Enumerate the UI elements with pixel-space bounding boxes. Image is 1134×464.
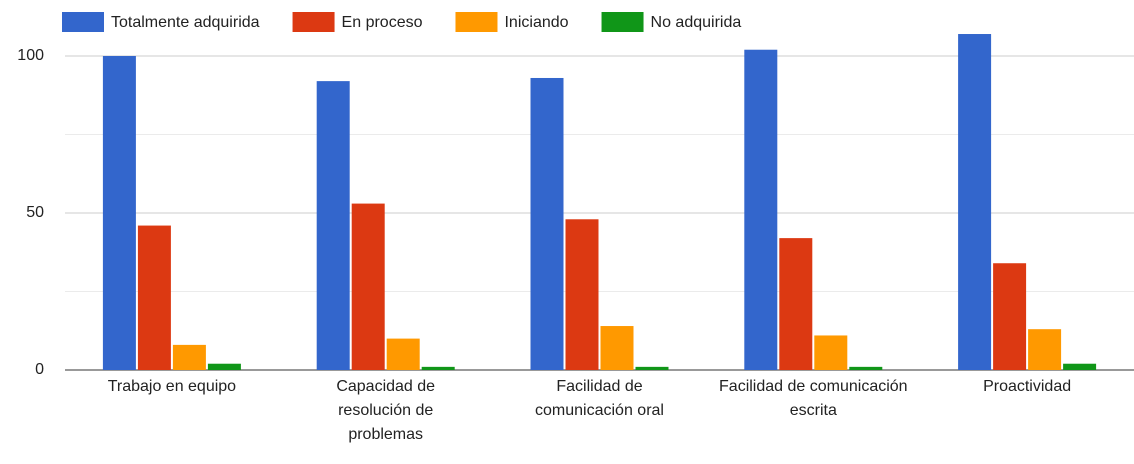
bar <box>316 81 350 371</box>
bar <box>530 77 564 370</box>
legend-swatch <box>62 12 104 32</box>
bar <box>386 338 420 370</box>
bar <box>1063 363 1097 370</box>
y-tick-label: 50 <box>26 204 44 221</box>
legend-swatch <box>455 12 498 32</box>
bar <box>600 326 634 370</box>
bar <box>779 238 813 370</box>
legend-label: Iniciando <box>504 14 568 31</box>
bar <box>744 49 778 370</box>
bar <box>635 366 669 370</box>
bar <box>172 344 206 370</box>
legend-label: En proceso <box>342 14 423 31</box>
bar <box>849 366 883 370</box>
bar <box>421 366 455 370</box>
legend-swatch <box>292 12 335 32</box>
y-tick-label: 100 <box>17 47 44 64</box>
x-tick-label: Proactividad <box>983 378 1072 395</box>
x-tick-label: Facilidad de comunicación escrita <box>719 378 908 419</box>
bar <box>814 335 848 370</box>
bar <box>993 263 1027 370</box>
x-tick-label: Capacidad de resolución de problemas <box>336 378 436 443</box>
bar <box>351 203 385 370</box>
legend-swatch <box>601 12 644 32</box>
x-tick-label: Facilidad de comunicación oral <box>535 378 664 419</box>
bar <box>137 225 171 370</box>
bar <box>1028 329 1062 370</box>
bar <box>207 363 241 370</box>
bar <box>102 56 136 370</box>
bar <box>958 34 992 371</box>
legend-label: No adquirida <box>651 14 742 31</box>
bar <box>565 219 599 370</box>
y-tick-label: 0 <box>35 361 44 378</box>
x-tick-label: Trabajo en equipo <box>107 378 237 395</box>
legend-label: Totalmente adquirida <box>111 14 260 31</box>
